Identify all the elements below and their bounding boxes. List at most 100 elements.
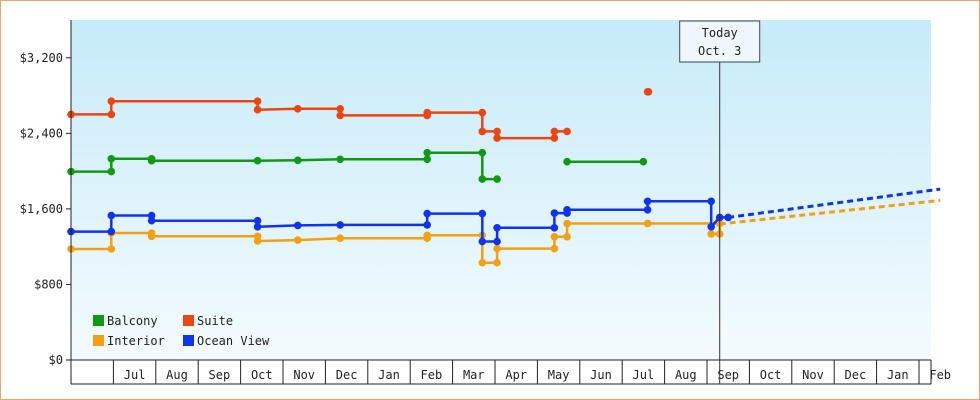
month-label: Dec — [845, 368, 867, 382]
data-point-2-0-18 — [563, 219, 571, 228]
data-point-3-0-7 — [294, 221, 302, 230]
y-tick-label: $800 — [34, 277, 63, 291]
data-point-0-0-11 — [478, 175, 487, 183]
data-point-1-0-4 — [253, 105, 262, 114]
data-point-2-0-13 — [493, 258, 501, 267]
series-line-3-1 — [728, 187, 941, 219]
plot-area — [71, 20, 931, 360]
data-point-2-0-8 — [336, 234, 345, 242]
data-point-2-0-6 — [253, 237, 262, 245]
legend-label: Ocean View — [197, 334, 270, 348]
data-point-1-0-13 — [493, 134, 501, 142]
data-point-3-0-12 — [478, 237, 487, 246]
legend-label: Interior — [107, 334, 165, 348]
data-point-3-0-15 — [550, 224, 559, 232]
month-label: May — [548, 368, 570, 382]
data-point-3-0-19 — [643, 206, 652, 214]
data-point-0-0-7 — [336, 155, 345, 164]
data-point-1-0-16 — [563, 127, 571, 136]
month-label: Oct — [760, 368, 782, 382]
today-marker: Today Oct. 3 — [679, 20, 761, 384]
data-point-0-0-5 — [253, 156, 262, 165]
data-point-2-0-10 — [423, 231, 432, 240]
month-label: Jun — [590, 368, 612, 382]
data-point-0-0-2 — [107, 155, 116, 163]
data-point-1-1-1 — [644, 88, 653, 96]
data-point-2-0-7 — [294, 236, 302, 244]
data-point-1-0-7 — [336, 111, 345, 120]
series-line-2-1 — [719, 198, 941, 226]
data-point-3-0-18 — [563, 206, 571, 214]
data-point-0-0-10 — [478, 148, 487, 157]
data-point-1-0-15 — [550, 127, 559, 136]
month-label: Jul — [124, 368, 146, 382]
legend-swatch — [93, 335, 104, 346]
data-point-0-1-0 — [563, 157, 571, 166]
data-point-3-0-21 — [707, 197, 715, 206]
data-point-3-0-16 — [550, 209, 559, 217]
data-point-1-0-10 — [478, 108, 487, 117]
data-point-3-0-2 — [107, 211, 116, 220]
data-point-0-0-1 — [107, 167, 116, 176]
y-tick-label: $1,600 — [20, 202, 63, 216]
legend-swatch — [183, 335, 194, 346]
data-point-3-0-14 — [493, 224, 501, 232]
data-point-2-0-20 — [643, 219, 652, 228]
data-point-1-0-1 — [107, 110, 116, 119]
data-point-1-0-14 — [550, 134, 559, 142]
data-point-2-0-17 — [563, 233, 571, 241]
data-point-2-0-14 — [493, 244, 501, 253]
data-point-1-0-12 — [493, 127, 501, 136]
month-label: Sep — [717, 368, 739, 382]
today-box — [679, 20, 761, 63]
axis-layer: $0 $800 $1,600 $2,400 $3,200 Jul Aug Sep Oct Nov D… — [20, 20, 951, 385]
month-label: Mar — [463, 368, 485, 382]
data-point-1-0-6 — [336, 105, 345, 113]
month-label: Jan — [378, 368, 400, 382]
month-label: Oct — [251, 368, 273, 382]
data-point-1-0-11 — [478, 127, 487, 136]
legend: Balcony Suite Interior Ocean View — [93, 314, 270, 348]
data-point-0-0-8 — [423, 155, 432, 164]
data-point-2-0-4 — [147, 232, 156, 241]
data-point-0-0-9 — [423, 148, 432, 157]
legend-label: Balcony — [107, 314, 158, 328]
data-point-2-0-15 — [550, 244, 559, 253]
data-point-3-0-6 — [253, 223, 262, 231]
series-layer — [67, 88, 941, 267]
month-label: Aug — [166, 368, 188, 382]
data-point-3-0-13 — [493, 237, 501, 246]
month-label: Aug — [675, 368, 697, 382]
data-point-1-0-9 — [423, 108, 432, 117]
data-point-3-0-4 — [147, 216, 156, 225]
data-point-3-0-20 — [643, 197, 652, 206]
y-tick-label: $3,200 — [20, 51, 63, 65]
data-point-0-0-6 — [294, 156, 302, 165]
data-point-1-0-3 — [253, 97, 262, 105]
month-label: Dec — [336, 368, 358, 382]
data-point-2-0-12 — [478, 258, 487, 267]
data-point-0-0-4 — [147, 156, 156, 165]
data-point-1-0-5 — [294, 105, 302, 113]
data-point-2-0-16 — [550, 233, 559, 241]
legend-label: Suite — [197, 314, 233, 328]
month-label: Apr — [505, 368, 527, 382]
today-title: Today — [702, 26, 738, 40]
data-point-3-0-1 — [107, 227, 116, 236]
data-point-1-0-2 — [107, 97, 116, 105]
y-tick-label: $0 — [49, 353, 63, 367]
data-point-3-0-5 — [253, 216, 262, 225]
data-point-3-0-9 — [423, 221, 432, 229]
month-label: Nov — [802, 368, 824, 382]
data-point-0-0-12 — [493, 175, 501, 183]
month-label: Jul — [633, 368, 655, 382]
data-point-2-0-1 — [107, 245, 116, 253]
month-label: Nov — [293, 368, 315, 382]
y-tick-label: $2,400 — [20, 126, 63, 140]
legend-swatch — [93, 315, 104, 326]
data-point-3-0-22 — [707, 223, 715, 231]
data-point-3-0-8 — [336, 221, 345, 229]
month-label: Feb — [929, 368, 951, 382]
month-label: Jan — [887, 368, 909, 382]
